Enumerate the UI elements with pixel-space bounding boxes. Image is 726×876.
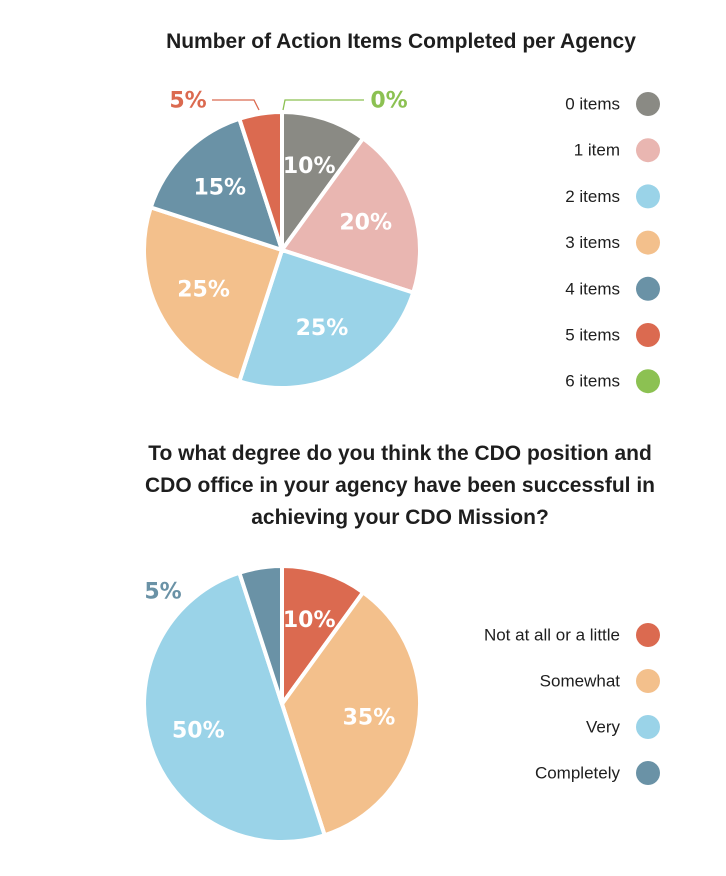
legend-label: 3 items (565, 233, 620, 252)
legend-label: Completely (535, 764, 621, 783)
chart-1-title: Number of Action Items Completed per Age… (166, 30, 636, 53)
legend-label: 5 items (565, 326, 620, 345)
chart-2-title-line: To what degree do you think the CDO posi… (148, 442, 652, 465)
pie-chart-1: 10% 20% 25% 25% 15% 5% 0% (142, 89, 422, 390)
legend-label: 4 items (565, 279, 620, 298)
callout-leader-line (282, 99, 364, 111)
chart-2-title: To what degree do you think the CDO posi… (120, 438, 680, 534)
slice-outside-label: 5% (144, 580, 181, 605)
chart-2-title-line: achieving your CDO Mission? (251, 506, 549, 529)
legend-swatch (636, 230, 660, 255)
legend-label: 6 items (565, 372, 620, 391)
pie-slice (280, 590, 422, 838)
legend-swatch (636, 669, 660, 693)
legend-label: 1 item (574, 141, 620, 160)
legend-swatch (636, 715, 660, 739)
legend-swatch (636, 138, 660, 163)
legend-swatch (636, 623, 660, 647)
chart-2-title-line: CDO office in your agency have been succ… (145, 474, 655, 497)
legend-swatch (636, 761, 660, 785)
legend-label: Not at all or a little (484, 626, 620, 645)
slice-callout-label: 5% (169, 89, 206, 114)
slice-percent-label: 25% (296, 316, 349, 341)
slice-percent-label: 10% (283, 154, 336, 179)
legend-swatch (636, 369, 660, 394)
pie-slice (237, 110, 284, 252)
legend-1: 0 items 1 item 2 items 3 items 4 items 5 item… (565, 92, 660, 394)
legend-swatch (636, 276, 660, 301)
pie-chart-2: 10% 35% 50% 5% (141, 564, 422, 844)
legend-label: 2 items (565, 187, 620, 206)
slice-callout-label: 0% (370, 89, 407, 114)
slice-percent-label: 25% (177, 277, 230, 302)
legend-swatch (636, 184, 660, 209)
pie-slice (141, 570, 327, 844)
slice-percent-label: 10% (283, 608, 336, 633)
legend-label: Very (586, 718, 621, 737)
legend-2: Not at all or a little Somewhat Very Comple… (484, 623, 660, 785)
pie-slice (280, 136, 422, 295)
slice-percent-label: 50% (172, 719, 225, 744)
slice-percent-label: 20% (339, 210, 392, 235)
legend-label: 0 items (565, 95, 620, 114)
pie-slice (237, 564, 284, 706)
callout-leader-line (212, 99, 260, 111)
slice-percent-label: 35% (343, 705, 396, 730)
legend-swatch (636, 92, 660, 116)
slice-percent-label: 15% (193, 175, 246, 200)
pie-slice (142, 205, 284, 384)
legend-label: Somewhat (540, 672, 621, 691)
pie-slice (237, 248, 416, 390)
legend-swatch (636, 323, 660, 347)
